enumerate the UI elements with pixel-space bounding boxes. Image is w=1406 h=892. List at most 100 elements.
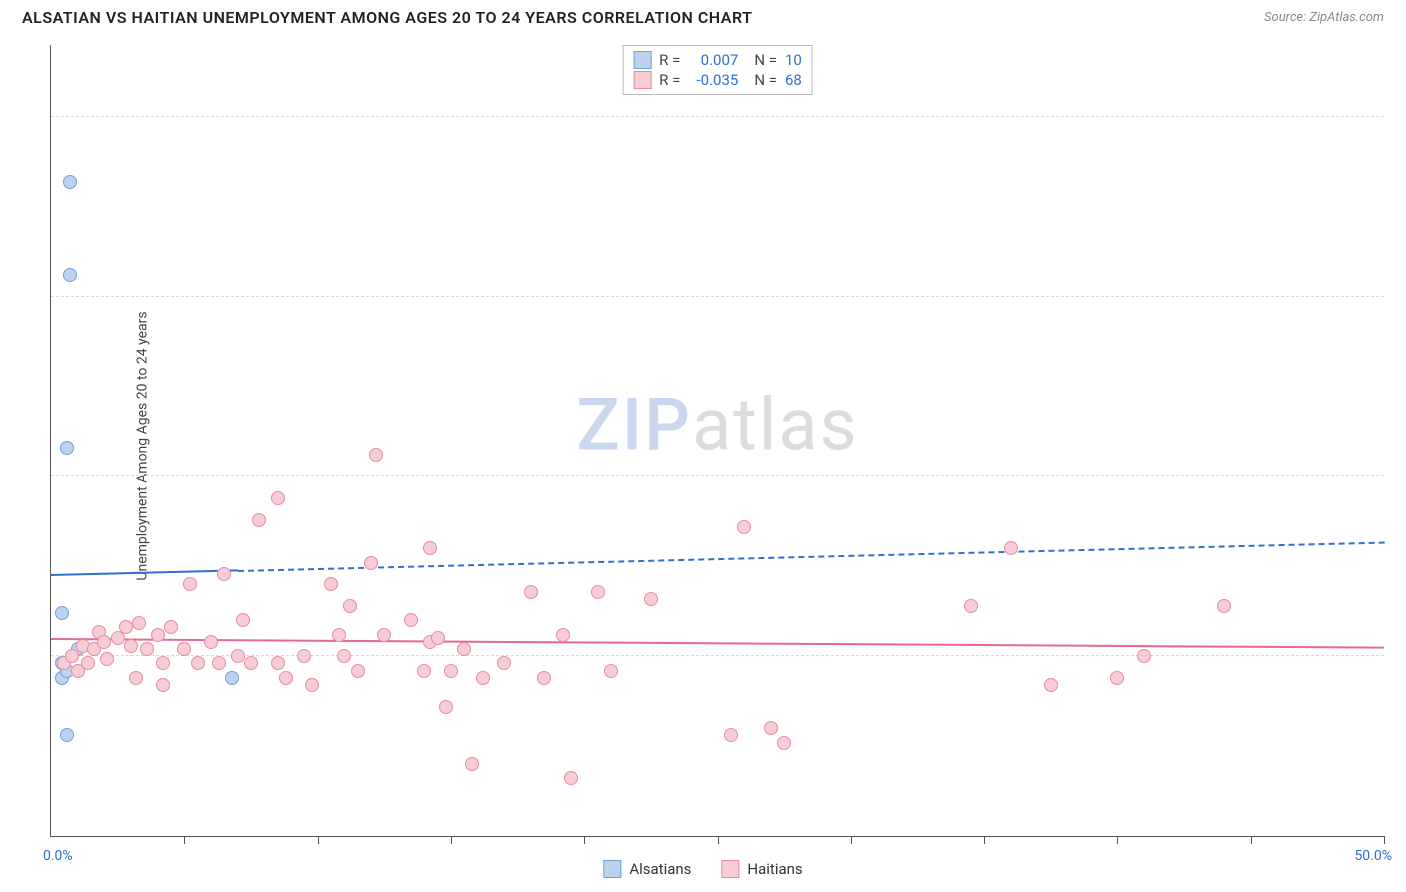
- data-point: [124, 639, 138, 653]
- legend-item: Haitians: [721, 860, 802, 878]
- data-point: [465, 757, 479, 771]
- stats-row: R = 0.007 N = 10: [633, 50, 802, 70]
- data-point: [204, 635, 218, 649]
- data-point: [369, 448, 383, 462]
- x-tick: [318, 836, 319, 844]
- legend-swatch: [633, 71, 651, 89]
- x-tick: [718, 836, 719, 844]
- data-point: [151, 628, 165, 642]
- legend-label: Alsatians: [629, 860, 691, 878]
- data-point: [271, 656, 285, 670]
- data-point: [564, 771, 578, 785]
- y-tick-label: 37.5%: [1394, 273, 1406, 289]
- source-attribution: Source: ZipAtlas.com: [1264, 10, 1384, 25]
- data-point: [231, 649, 245, 663]
- data-point: [964, 599, 978, 613]
- legend-swatch: [603, 860, 621, 878]
- data-point: [236, 613, 250, 627]
- data-point: [156, 678, 170, 692]
- data-point: [252, 513, 266, 527]
- trend-line: [238, 541, 1384, 571]
- data-point: [457, 642, 471, 656]
- gridline: [51, 116, 1384, 117]
- data-point: [225, 671, 239, 685]
- data-point: [164, 620, 178, 634]
- data-point: [279, 671, 293, 685]
- data-point: [60, 441, 74, 455]
- watermark: ZIPatlas: [576, 382, 858, 467]
- data-point: [377, 628, 391, 642]
- data-point: [119, 620, 133, 634]
- data-point: [351, 664, 365, 678]
- data-point: [65, 649, 79, 663]
- data-point: [423, 541, 437, 555]
- data-point: [591, 585, 605, 599]
- x-tick: [1117, 836, 1118, 844]
- watermark-atlas: atlas: [692, 382, 859, 467]
- data-point: [183, 577, 197, 591]
- x-tick: [184, 836, 185, 844]
- data-point: [724, 728, 738, 742]
- correlation-stats-box: R = 0.007 N = 10R =-0.035N =68: [622, 45, 813, 95]
- data-point: [337, 649, 351, 663]
- data-point: [305, 678, 319, 692]
- stats-n-value: 10: [785, 51, 802, 69]
- data-point: [332, 628, 346, 642]
- data-point: [297, 649, 311, 663]
- x-axis-max-label: 50.0%: [1354, 848, 1392, 864]
- legend-swatch: [633, 51, 651, 69]
- data-point: [777, 736, 791, 750]
- x-axis-min-label: 0.0%: [43, 848, 73, 864]
- x-tick: [984, 836, 985, 844]
- data-point: [1004, 541, 1018, 555]
- data-point: [63, 268, 77, 282]
- data-point: [764, 721, 778, 735]
- data-point: [244, 656, 258, 670]
- stats-r-label: R =: [659, 51, 680, 69]
- data-point: [737, 520, 751, 534]
- gridline: [51, 475, 1384, 476]
- data-point: [132, 616, 146, 630]
- gridline: [51, 296, 1384, 297]
- y-tick-label: 25.0%: [1394, 452, 1406, 468]
- data-point: [212, 656, 226, 670]
- data-point: [1044, 678, 1058, 692]
- data-point: [55, 606, 69, 620]
- data-point: [140, 642, 154, 656]
- data-point: [431, 631, 445, 645]
- data-point: [271, 491, 285, 505]
- stats-n-label: N =: [754, 71, 777, 89]
- x-tick: [451, 836, 452, 844]
- data-point: [417, 664, 431, 678]
- data-point: [81, 656, 95, 670]
- data-point: [217, 567, 231, 581]
- x-tick: [1251, 836, 1252, 844]
- data-point: [177, 642, 191, 656]
- stats-row: R =-0.035N =68: [633, 70, 802, 90]
- stats-r-label: R =: [659, 71, 680, 89]
- stats-n-label: N =: [754, 51, 777, 69]
- trend-line: [51, 638, 1384, 649]
- legend-swatch: [721, 860, 739, 878]
- data-point: [364, 556, 378, 570]
- data-point: [604, 664, 618, 678]
- data-point: [100, 652, 114, 666]
- data-point: [191, 656, 205, 670]
- legend-label: Haitians: [747, 860, 802, 878]
- data-point: [1217, 599, 1231, 613]
- data-point: [556, 628, 570, 642]
- data-point: [644, 592, 658, 606]
- y-tick-label: 12.5%: [1394, 632, 1406, 648]
- data-point: [324, 577, 338, 591]
- data-point: [444, 664, 458, 678]
- trend-line: [51, 570, 238, 577]
- x-tick: [851, 836, 852, 844]
- chart-title: ALSATIAN VS HAITIAN UNEMPLOYMENT AMONG A…: [22, 8, 752, 27]
- data-point: [524, 585, 538, 599]
- data-point: [1110, 671, 1124, 685]
- data-point: [129, 671, 143, 685]
- data-point: [63, 175, 77, 189]
- data-point: [60, 728, 74, 742]
- y-tick-label: 50.0%: [1394, 93, 1406, 109]
- stats-r-value: 0.007: [688, 51, 738, 69]
